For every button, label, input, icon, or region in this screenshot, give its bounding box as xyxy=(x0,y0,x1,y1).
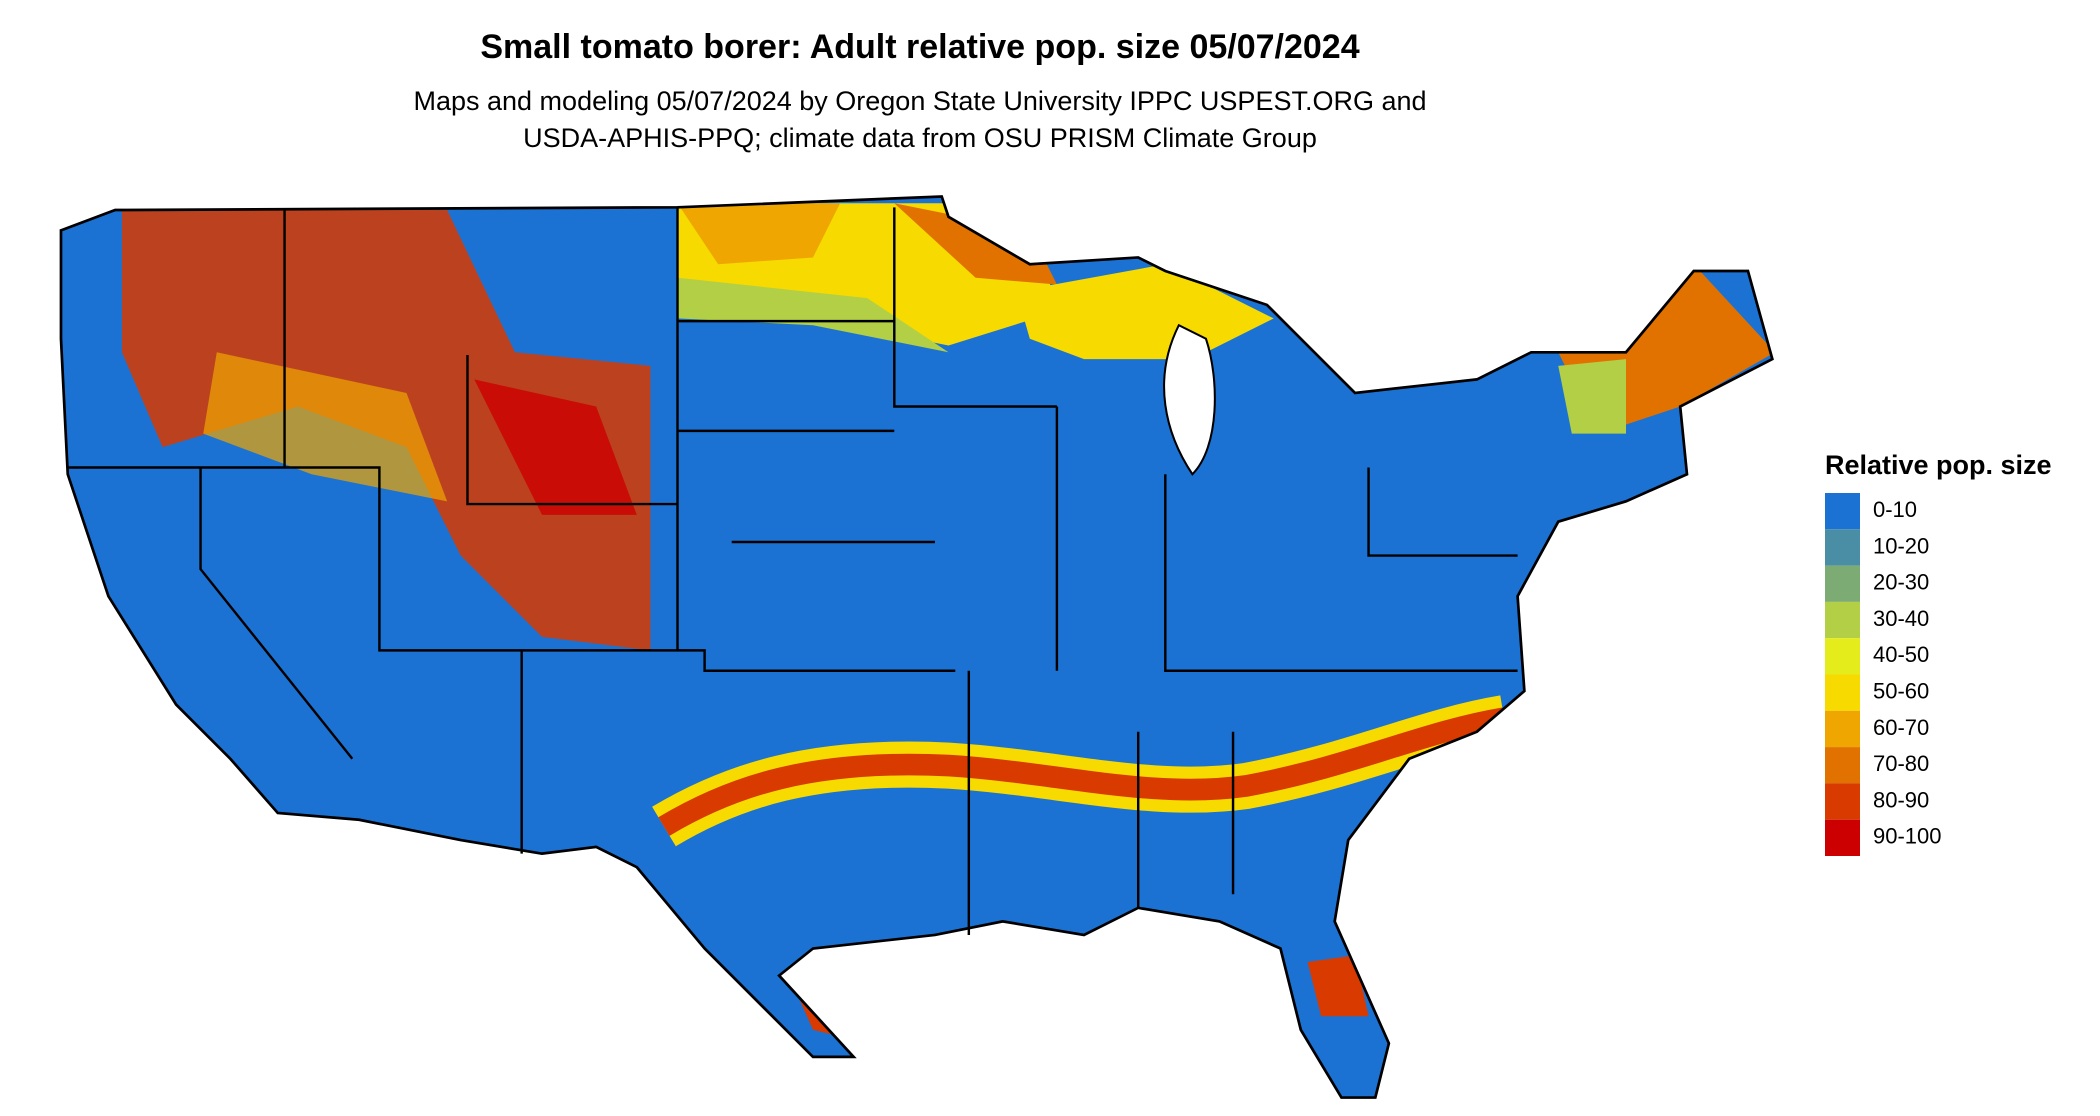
subtitle-line: Maps and modeling 05/07/2024 by Oregon S… xyxy=(413,86,1426,116)
region-shade xyxy=(894,203,1057,285)
legend-swatch xyxy=(1825,601,1860,639)
legend-swatch xyxy=(1825,565,1860,602)
region-shade xyxy=(474,379,637,515)
region-shade xyxy=(1307,955,1369,1017)
region-shade xyxy=(677,203,841,265)
region-shade xyxy=(203,352,448,502)
legend-label: 70-80 xyxy=(1873,751,1929,776)
legend-label: 0-10 xyxy=(1873,497,1917,522)
legend-label: 60-70 xyxy=(1873,715,1929,740)
legend-swatch xyxy=(1825,747,1860,784)
region-shade xyxy=(677,277,949,353)
region-shade xyxy=(658,707,1506,836)
us-map xyxy=(59,195,1774,1099)
legend-label: 10-20 xyxy=(1873,533,1929,558)
legend-swatch xyxy=(1825,674,1860,711)
lake xyxy=(1163,323,1216,476)
legend-label: 20-30 xyxy=(1873,570,1929,595)
legend-label: 80-90 xyxy=(1873,787,1929,812)
legend-label: 50-60 xyxy=(1873,678,1929,703)
legend-swatch xyxy=(1825,710,1860,748)
legend-swatch xyxy=(1825,493,1860,530)
map-title: Small tomato borer: Adult relative pop. … xyxy=(480,28,1359,66)
legend-label: 90-100 xyxy=(1873,824,1942,849)
legend-swatch xyxy=(1825,819,1860,856)
legend-label: 30-40 xyxy=(1873,606,1929,631)
legend: 0-10 10-20 20-30 30-40 40-50 50-60 60-70 70-80 8… xyxy=(1825,493,1942,856)
country-border xyxy=(59,195,1774,1099)
subtitle-line: USDA-APHIS-PPQ; climate data from OSU PR… xyxy=(523,123,1317,153)
legend-label: 40-50 xyxy=(1873,642,1929,667)
legend-swatch xyxy=(1825,783,1860,820)
legend-title: Relative pop. size xyxy=(1825,450,2052,480)
region-shade xyxy=(1558,359,1626,434)
state-borders xyxy=(67,207,1518,935)
region-shade xyxy=(1016,264,1274,360)
legend-swatch xyxy=(1825,529,1860,566)
legend-swatch xyxy=(1825,638,1860,675)
